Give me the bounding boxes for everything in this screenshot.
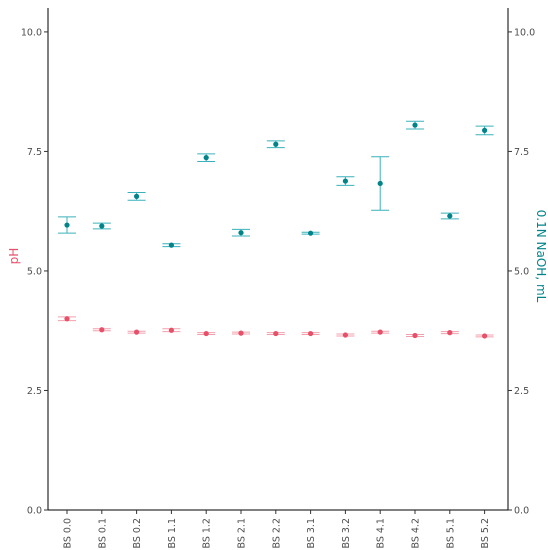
marks-group bbox=[58, 120, 494, 339]
x-tick-label: BS 4.1 bbox=[376, 518, 387, 549]
naoh-point bbox=[412, 122, 418, 128]
y-tick-right-label: 5.0 bbox=[514, 266, 529, 277]
y-tick-left-label: 0.0 bbox=[27, 506, 42, 517]
x-tick-label: BS 2.1 bbox=[237, 518, 248, 549]
y-tick-left-label: 7.5 bbox=[27, 147, 42, 158]
axes-group bbox=[47, 8, 509, 511]
ph-point bbox=[377, 329, 383, 335]
y-tick-right-label: 0.0 bbox=[514, 506, 529, 517]
naoh-point bbox=[168, 242, 174, 248]
x-tick-label: BS 4.2 bbox=[411, 518, 422, 549]
x-tick-label: BS 1.1 bbox=[167, 518, 178, 549]
ph-point bbox=[308, 330, 314, 337]
x-tick-label: BS 2.2 bbox=[271, 518, 282, 549]
x-tick-label: BS 0.1 bbox=[97, 518, 108, 549]
naoh-point bbox=[447, 213, 453, 219]
naoh-point bbox=[308, 230, 314, 236]
naoh-point bbox=[342, 178, 348, 184]
ph-point bbox=[412, 332, 418, 339]
naoh-point bbox=[273, 141, 279, 147]
ph-point bbox=[134, 329, 140, 335]
ph-point bbox=[482, 333, 488, 339]
ticks-group: 0.0 0.0 2.5 2.5 5.0 5.0 7.5 7.5 10.0 10.0 BS 0.0 BS… bbox=[21, 27, 535, 548]
x-tick-label: BS 3.2 bbox=[341, 518, 352, 549]
y-tick-left-label: 10.0 bbox=[21, 27, 42, 38]
y-axis-left-title: pH bbox=[7, 248, 21, 265]
y-tick-right-label: 10.0 bbox=[514, 27, 535, 38]
ph-point bbox=[64, 316, 70, 322]
naoh-point bbox=[377, 180, 383, 187]
y-axis-right-title: 0.1N NaOH, mL bbox=[534, 210, 548, 303]
naoh-point bbox=[134, 193, 140, 199]
ph-point bbox=[447, 330, 453, 336]
naoh-point bbox=[482, 127, 488, 133]
x-tick-label: BS 0.2 bbox=[132, 518, 143, 549]
x-tick-label: BS 5.1 bbox=[445, 518, 456, 549]
ph-point bbox=[203, 330, 209, 337]
ph-point bbox=[342, 332, 348, 338]
ph-point bbox=[273, 330, 279, 337]
x-tick-label: BS 1.2 bbox=[202, 518, 213, 549]
naoh-point bbox=[238, 230, 244, 236]
x-tick-label: BS 5.2 bbox=[480, 518, 491, 549]
y-tick-left-label: 5.0 bbox=[27, 266, 42, 277]
ph-point bbox=[99, 327, 105, 333]
x-tick-label: BS 3.1 bbox=[306, 518, 317, 549]
naoh-point bbox=[203, 155, 209, 161]
ph-point bbox=[168, 327, 174, 333]
naoh-point bbox=[99, 223, 105, 229]
y-tick-right-label: 7.5 bbox=[514, 147, 529, 158]
y-tick-right-label: 2.5 bbox=[514, 386, 529, 397]
naoh-point bbox=[64, 222, 70, 228]
ph-point bbox=[238, 330, 244, 336]
x-tick-label: BS 0.0 bbox=[63, 518, 74, 549]
y-tick-left-label: 2.5 bbox=[27, 386, 42, 397]
